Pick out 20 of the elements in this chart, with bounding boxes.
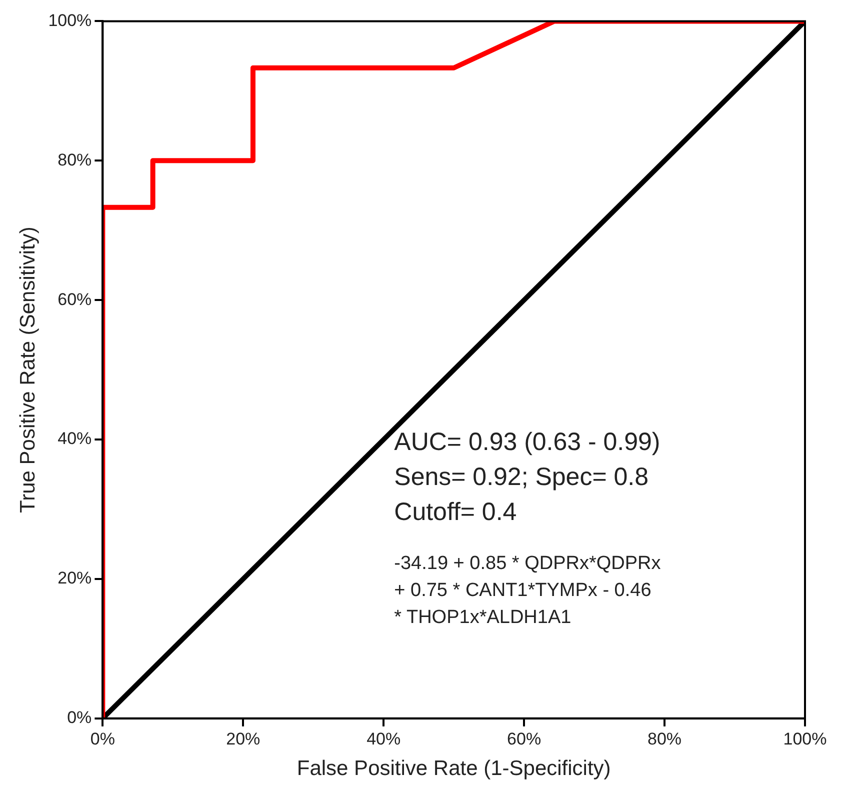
- y-tick-label: 40%: [58, 429, 92, 448]
- annotation: -34.19 + 0.85 * QDPRx*QDPRx: [394, 552, 662, 574]
- annotation: Cutoff= 0.4: [394, 498, 517, 526]
- y-tick-label: 80%: [58, 150, 92, 170]
- x-tick-label: 60%: [507, 729, 542, 748]
- y-tick-label: 60%: [58, 290, 92, 309]
- y-tick-label: 0%: [67, 708, 92, 728]
- annotation: Sens= 0.92; Spec= 0.8: [394, 462, 648, 491]
- y-tick-label: 100%: [48, 10, 92, 30]
- x-tick-label: 40%: [366, 729, 401, 748]
- x-axis-title: False Positive Rate (1-Specificity): [296, 757, 611, 780]
- annotation: + 0.75 * CANT1*TYMPx - 0.46: [394, 580, 652, 601]
- y-tick-label: 20%: [58, 568, 92, 588]
- x-tick-label: 80%: [648, 729, 682, 748]
- y-axis-title: True Positive Rate (Sensitivity): [16, 226, 40, 513]
- annotation: * THOP1x*ALDH1A1: [394, 606, 572, 628]
- x-tick-label: 0%: [90, 729, 115, 748]
- x-tick-label: 20%: [226, 729, 260, 748]
- annotation: AUC= 0.93 (0.63 - 0.99): [394, 428, 660, 456]
- x-tick-label: 100%: [783, 729, 827, 748]
